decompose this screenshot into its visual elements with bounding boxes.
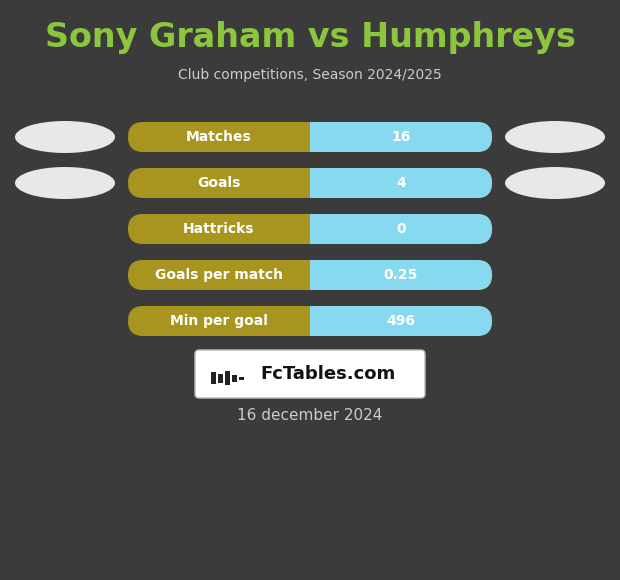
Text: 0: 0	[396, 222, 406, 236]
Bar	[310, 306, 325, 336]
FancyBboxPatch shape	[128, 214, 492, 244]
Text: Matches: Matches	[186, 130, 252, 144]
Text: FcTables.com: FcTables.com	[260, 365, 396, 383]
FancyBboxPatch shape	[128, 122, 492, 152]
Text: 496: 496	[386, 314, 415, 328]
FancyBboxPatch shape	[310, 122, 492, 152]
Bar	[239, 376, 244, 379]
FancyBboxPatch shape	[310, 260, 492, 290]
FancyBboxPatch shape	[128, 306, 492, 336]
Text: Sony Graham vs Humphreys: Sony Graham vs Humphreys	[45, 20, 575, 53]
FancyBboxPatch shape	[128, 260, 492, 290]
Text: Hattricks: Hattricks	[184, 222, 255, 236]
Text: 4: 4	[396, 176, 406, 190]
Ellipse shape	[15, 167, 115, 199]
Text: Club competitions, Season 2024/2025: Club competitions, Season 2024/2025	[178, 68, 442, 82]
Bar	[218, 374, 223, 382]
Ellipse shape	[505, 167, 605, 199]
FancyBboxPatch shape	[310, 306, 492, 336]
FancyBboxPatch shape	[128, 168, 492, 198]
Bar	[232, 375, 237, 382]
Bar	[310, 214, 325, 244]
Text: 16 december 2024: 16 december 2024	[237, 408, 383, 422]
FancyBboxPatch shape	[195, 350, 425, 398]
Bar	[310, 168, 325, 198]
Text: Goals per match: Goals per match	[155, 268, 283, 282]
Text: Goals: Goals	[197, 176, 241, 190]
Text: 0.25: 0.25	[384, 268, 418, 282]
Ellipse shape	[505, 121, 605, 153]
Bar	[211, 372, 216, 384]
FancyBboxPatch shape	[310, 214, 492, 244]
Bar	[310, 122, 325, 152]
Ellipse shape	[15, 121, 115, 153]
FancyBboxPatch shape	[310, 168, 492, 198]
Bar	[310, 260, 325, 290]
Text: Min per goal: Min per goal	[170, 314, 268, 328]
Bar	[225, 371, 230, 385]
Text: 16: 16	[391, 130, 410, 144]
